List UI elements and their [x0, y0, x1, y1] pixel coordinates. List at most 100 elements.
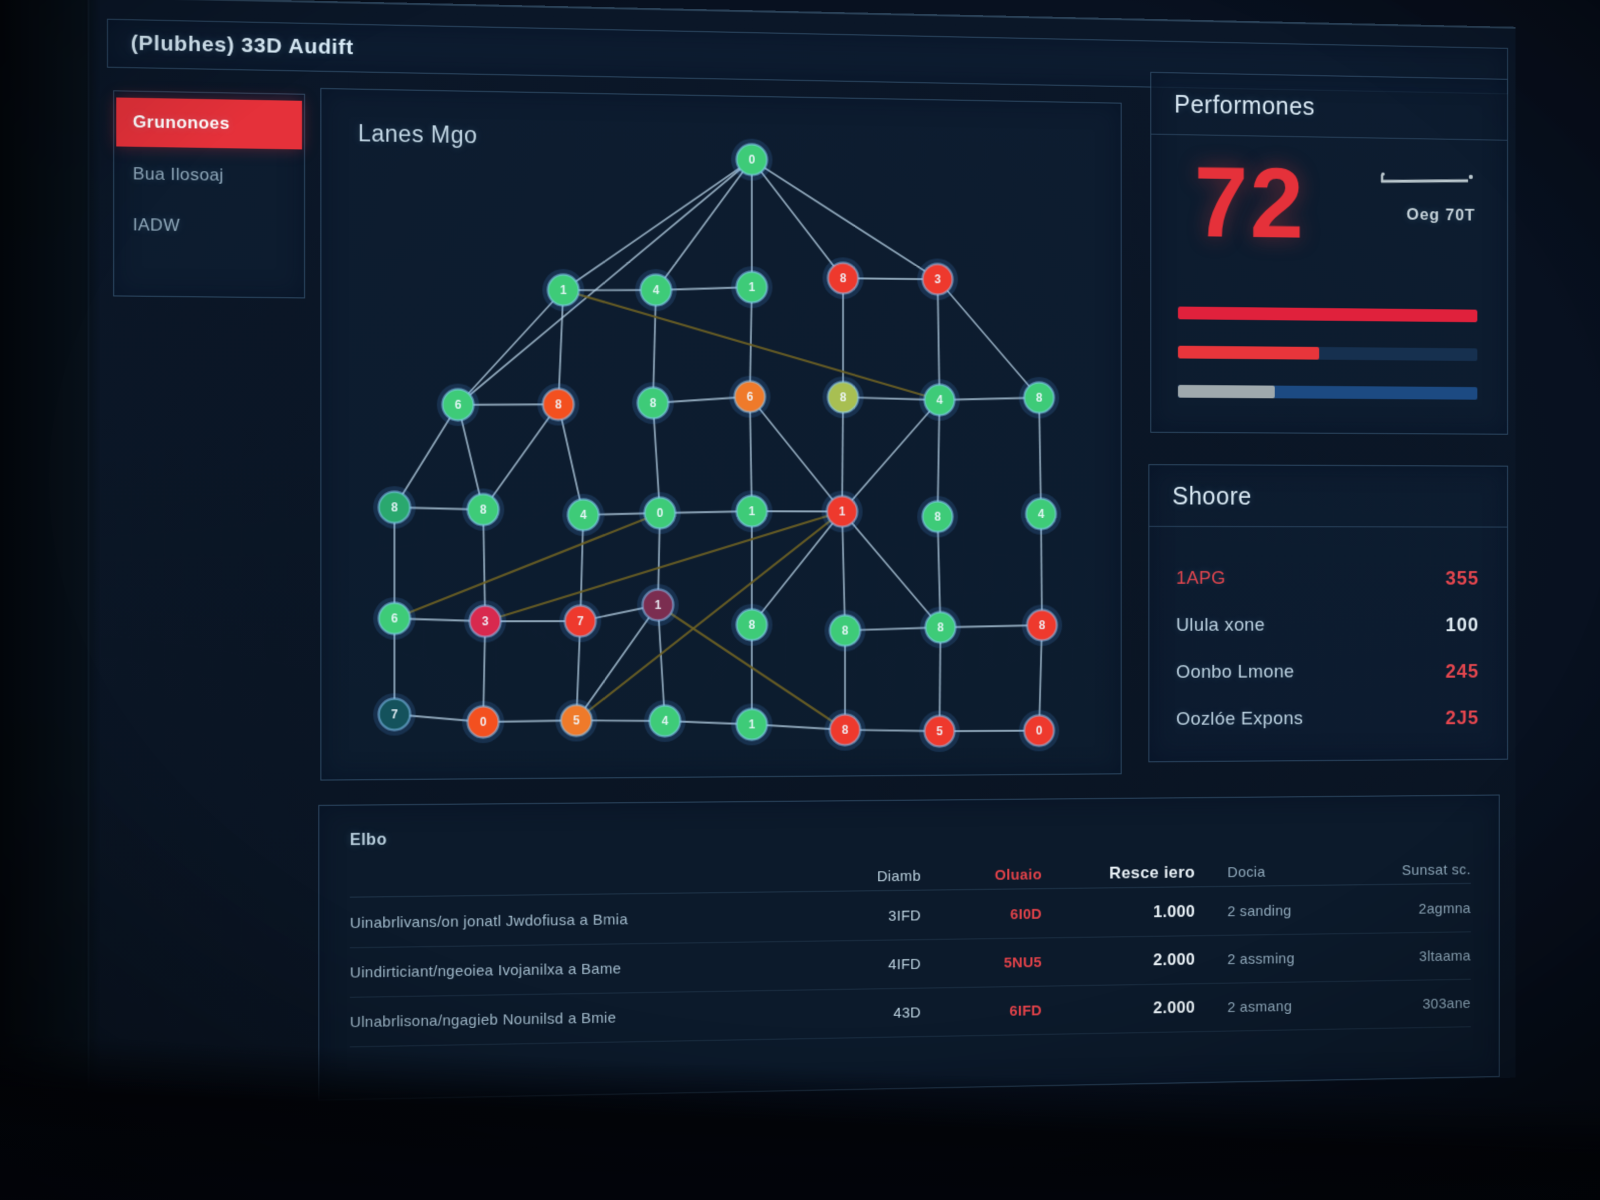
shoore-rows: 1APG 355 Ulula xone 100 Oonbo Lmone 245 Oozlóe… — [1176, 555, 1479, 743]
graph-node-label: 8 — [840, 391, 847, 405]
graph-edge — [394, 512, 659, 618]
score-row: 1APG 355 — [1176, 555, 1479, 602]
graph-node-label: 4 — [662, 714, 669, 728]
graph-node-label: 1 — [749, 505, 756, 519]
graph-node-label: 3 — [934, 273, 941, 287]
graph-node[interactable]: 4 — [1020, 493, 1062, 535]
graph-node[interactable]: 8 — [824, 609, 866, 652]
graph-node[interactable]: 4 — [562, 493, 605, 536]
sidebar-item-bua-ilosoaj[interactable]: Bua Ilosoaj — [114, 148, 304, 202]
graph-node-label: 8 — [1039, 619, 1046, 633]
table-cell: 1.000 — [1153, 901, 1196, 922]
progress-fill — [1177, 345, 1320, 360]
performance-unit-label: Oeg 70T — [1406, 205, 1476, 225]
progress-bar — [1177, 306, 1478, 323]
graph-node-label: 8 — [1036, 391, 1043, 405]
table-column-header: Docia — [1227, 863, 1266, 881]
graph-node[interactable]: 0 — [1018, 709, 1060, 752]
table-cell: 3IFD — [888, 906, 922, 925]
graph-node[interactable]: 7 — [559, 600, 602, 643]
table-column-header — [350, 877, 819, 882]
sidebar-item-grunonoes[interactable]: Grunonoes — [116, 97, 303, 150]
graph-node[interactable]: 8 — [822, 376, 864, 419]
graph-node-label: 1 — [655, 599, 662, 613]
graph-node[interactable]: 0 — [638, 492, 682, 535]
table-cell: 5NU5 — [1003, 953, 1042, 972]
sidebar-item-iadw[interactable]: IADW — [114, 199, 304, 252]
graph-node-label: 6 — [747, 390, 754, 404]
table-cell: 4IFD — [888, 955, 922, 973]
graph-node[interactable]: 0 — [731, 138, 773, 181]
score-label: 1APG — [1176, 568, 1226, 589]
table-cell: Uinabrlivans/on jonatl Jwdofiusa a Bmia — [349, 910, 628, 932]
graph-node[interactable]: 6 — [729, 375, 771, 418]
table-cell: 2.000 — [1153, 949, 1196, 970]
graph-node[interactable]: 8 — [920, 606, 961, 649]
graph-node[interactable]: 8 — [1018, 376, 1060, 419]
sidebar-item-label: Bua Ilosoaj — [132, 164, 224, 185]
graph-node-label: 3 — [482, 615, 489, 629]
progress-fill — [1177, 384, 1275, 399]
performance-title: Performones — [1174, 90, 1316, 121]
graph-node[interactable]: 6 — [373, 597, 416, 640]
range-ruler-icon — [1378, 171, 1475, 188]
table-cell: 2.000 — [1153, 997, 1196, 1018]
graph-node-label: 8 — [934, 510, 941, 524]
table-cell: 2 asmang — [1227, 997, 1293, 1016]
graph-node-label: 8 — [840, 272, 847, 286]
app-title: (Plubhes) 33D Audift — [130, 31, 354, 60]
performance-panel: Performones 72 Oeg 70T — [1150, 71, 1509, 435]
score-label: Oonbo Lmone — [1176, 661, 1295, 683]
graph-node[interactable]: 8 — [462, 488, 505, 531]
graph-node-label: 8 — [391, 501, 398, 515]
graph-node[interactable]: 8 — [1021, 604, 1063, 646]
graph-node[interactable]: 4 — [919, 379, 960, 421]
graph-node[interactable]: 7 — [373, 693, 416, 736]
graph-node[interactable]: 6 — [436, 383, 480, 427]
graph-node[interactable]: 1 — [636, 584, 680, 627]
graph-node[interactable]: 0 — [462, 700, 505, 744]
graph-node-label: 4 — [653, 284, 660, 298]
graph-node[interactable]: 1 — [731, 490, 773, 533]
graph-node-label: 4 — [1038, 508, 1045, 522]
graph-node[interactable]: 8 — [631, 382, 675, 425]
graph-node-label: 0 — [1036, 724, 1043, 738]
graph-node-label: 8 — [842, 624, 849, 638]
score-value: 100 — [1445, 614, 1480, 636]
graph-node[interactable]: 1 — [821, 490, 863, 533]
graph-node[interactable]: 8 — [822, 257, 864, 300]
network-graph-panel: 0 1 4 1 8 3 6 8 8 6 8 4 8 8 8 4 0 1 1 8 4 6 3 7 1 8 8 8 8 7 0 5 4 1 8 5 0 La… — [320, 87, 1122, 781]
progress-bar — [1177, 384, 1478, 400]
graph-node[interactable]: 8 — [917, 495, 958, 538]
table-column-header: Sunsat sc. — [1401, 861, 1471, 879]
graph-node[interactable]: 8 — [824, 708, 866, 751]
shoore-title: Shoore — [1172, 482, 1252, 511]
graph-node[interactable]: 8 — [537, 383, 580, 426]
score-value: 245 — [1445, 660, 1480, 683]
score-label: Oozlóe Expons — [1176, 708, 1304, 730]
graph-node-label: 8 — [650, 397, 657, 411]
graph-edge — [752, 511, 842, 625]
score-row: Oonbo Lmone 245 — [1176, 649, 1479, 697]
graph-node-label: 6 — [455, 398, 462, 412]
graph-node-label: 8 — [555, 398, 562, 412]
graph-node-label: 1 — [749, 718, 756, 732]
graph-node[interactable]: 4 — [643, 700, 687, 743]
graph-node[interactable]: 4 — [634, 269, 678, 312]
table-cell: 303ane — [1422, 994, 1471, 1013]
table-cell: Ulnabrlisona/ngagieb Nounilsd a Bmie — [349, 1009, 617, 1031]
sidebar-nav: Grunonoes Bua Ilosoaj IADW — [113, 90, 306, 299]
graph-node[interactable]: 3 — [917, 258, 958, 301]
table-cell: 3ltaama — [1419, 947, 1471, 965]
graph-node[interactable]: 1 — [731, 265, 773, 309]
graph-node-label: 1 — [560, 284, 567, 298]
graph-title: Lanes Mgo — [357, 120, 478, 149]
graph-node[interactable]: 5 — [919, 710, 960, 753]
graph-node[interactable]: 8 — [731, 603, 773, 646]
graph-node[interactable]: 8 — [373, 486, 416, 529]
network-graph: 0 1 4 1 8 3 6 8 8 6 8 4 8 8 8 4 0 1 1 8 4 6 3 7 1 8 8 8 8 7 0 5 4 1 8 5 0 — [373, 138, 1063, 753]
graph-node[interactable]: 3 — [464, 600, 507, 643]
graph-node[interactable]: 5 — [555, 699, 598, 742]
graph-node[interactable]: 1 — [731, 703, 773, 746]
